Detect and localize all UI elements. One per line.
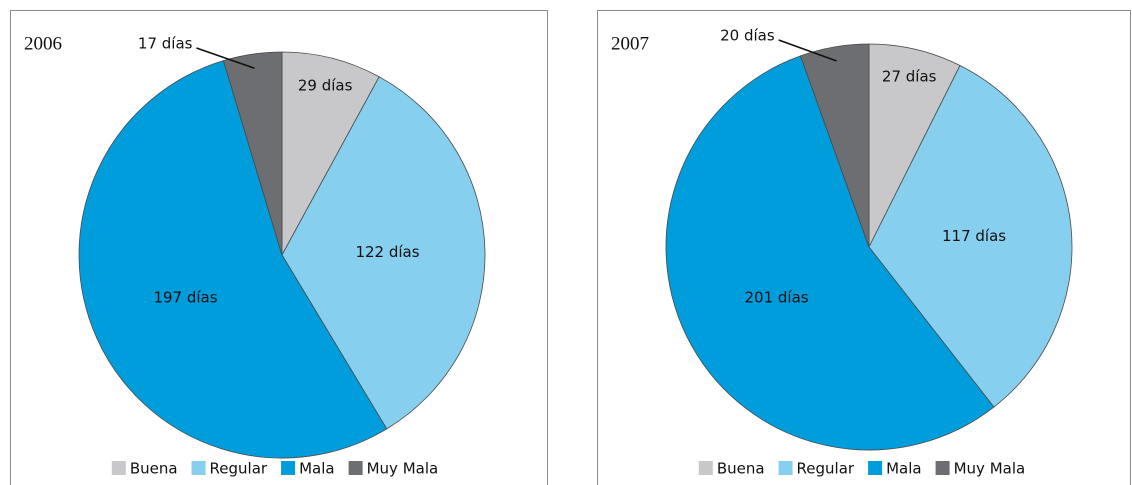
- data-label: 201 días: [744, 288, 808, 306]
- legend-label: Mala: [886, 460, 922, 478]
- legend-swatch: [868, 461, 883, 475]
- leader-line: [196, 47, 255, 69]
- data-label: 29 días: [298, 76, 353, 94]
- pie-slice: [868, 64, 1073, 408]
- chart-title: 2006: [24, 33, 62, 54]
- data-label: 20 días: [720, 27, 775, 45]
- legend-swatch: [935, 461, 950, 475]
- pie-slice: [281, 51, 380, 256]
- legend-label: Mala: [299, 460, 335, 478]
- pie-slice: [665, 55, 995, 451]
- legend-swatch: [698, 461, 713, 475]
- legend-swatch: [281, 461, 296, 475]
- legend-swatch: [111, 461, 126, 475]
- pie-slice: [281, 76, 486, 430]
- legend-label: Regular: [210, 460, 268, 478]
- pie-slice: [78, 60, 388, 459]
- data-label: 27 días: [882, 68, 937, 86]
- legend-label: Buena: [130, 460, 178, 478]
- legend-swatch: [778, 461, 793, 475]
- data-label: 117 días: [942, 227, 1006, 245]
- pie-slice: [222, 51, 283, 256]
- legend-label: Muy Mala: [367, 460, 439, 478]
- legend-swatch: [191, 461, 206, 475]
- legend-label: Buena: [717, 460, 765, 478]
- legend-label: Regular: [797, 460, 855, 478]
- data-label: 197 días: [153, 288, 217, 306]
- legend-swatch: [348, 461, 363, 475]
- chart-title: 2007: [611, 33, 649, 54]
- leader-line: [778, 39, 837, 62]
- legend-label: Muy Mala: [954, 460, 1026, 478]
- data-label: 122 días: [355, 243, 419, 261]
- data-label: 17 días: [138, 35, 193, 53]
- pie-slice: [799, 43, 870, 248]
